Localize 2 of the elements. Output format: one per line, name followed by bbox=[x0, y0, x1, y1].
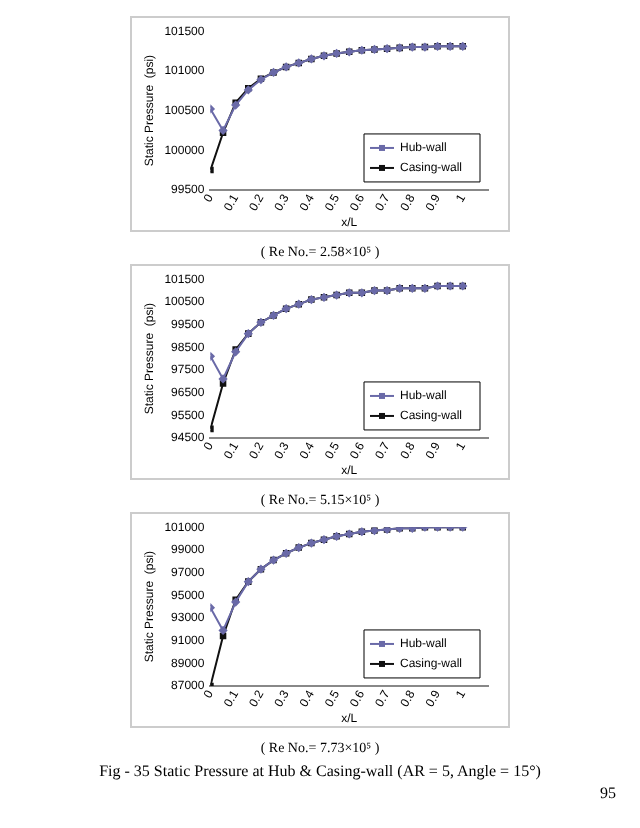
text: 95 bbox=[598, 782, 618, 804]
text: Fig - 35 Static Pressure at Hub & Casing-wall (AR = 5, Angle = 15°) bbox=[97, 760, 543, 782]
